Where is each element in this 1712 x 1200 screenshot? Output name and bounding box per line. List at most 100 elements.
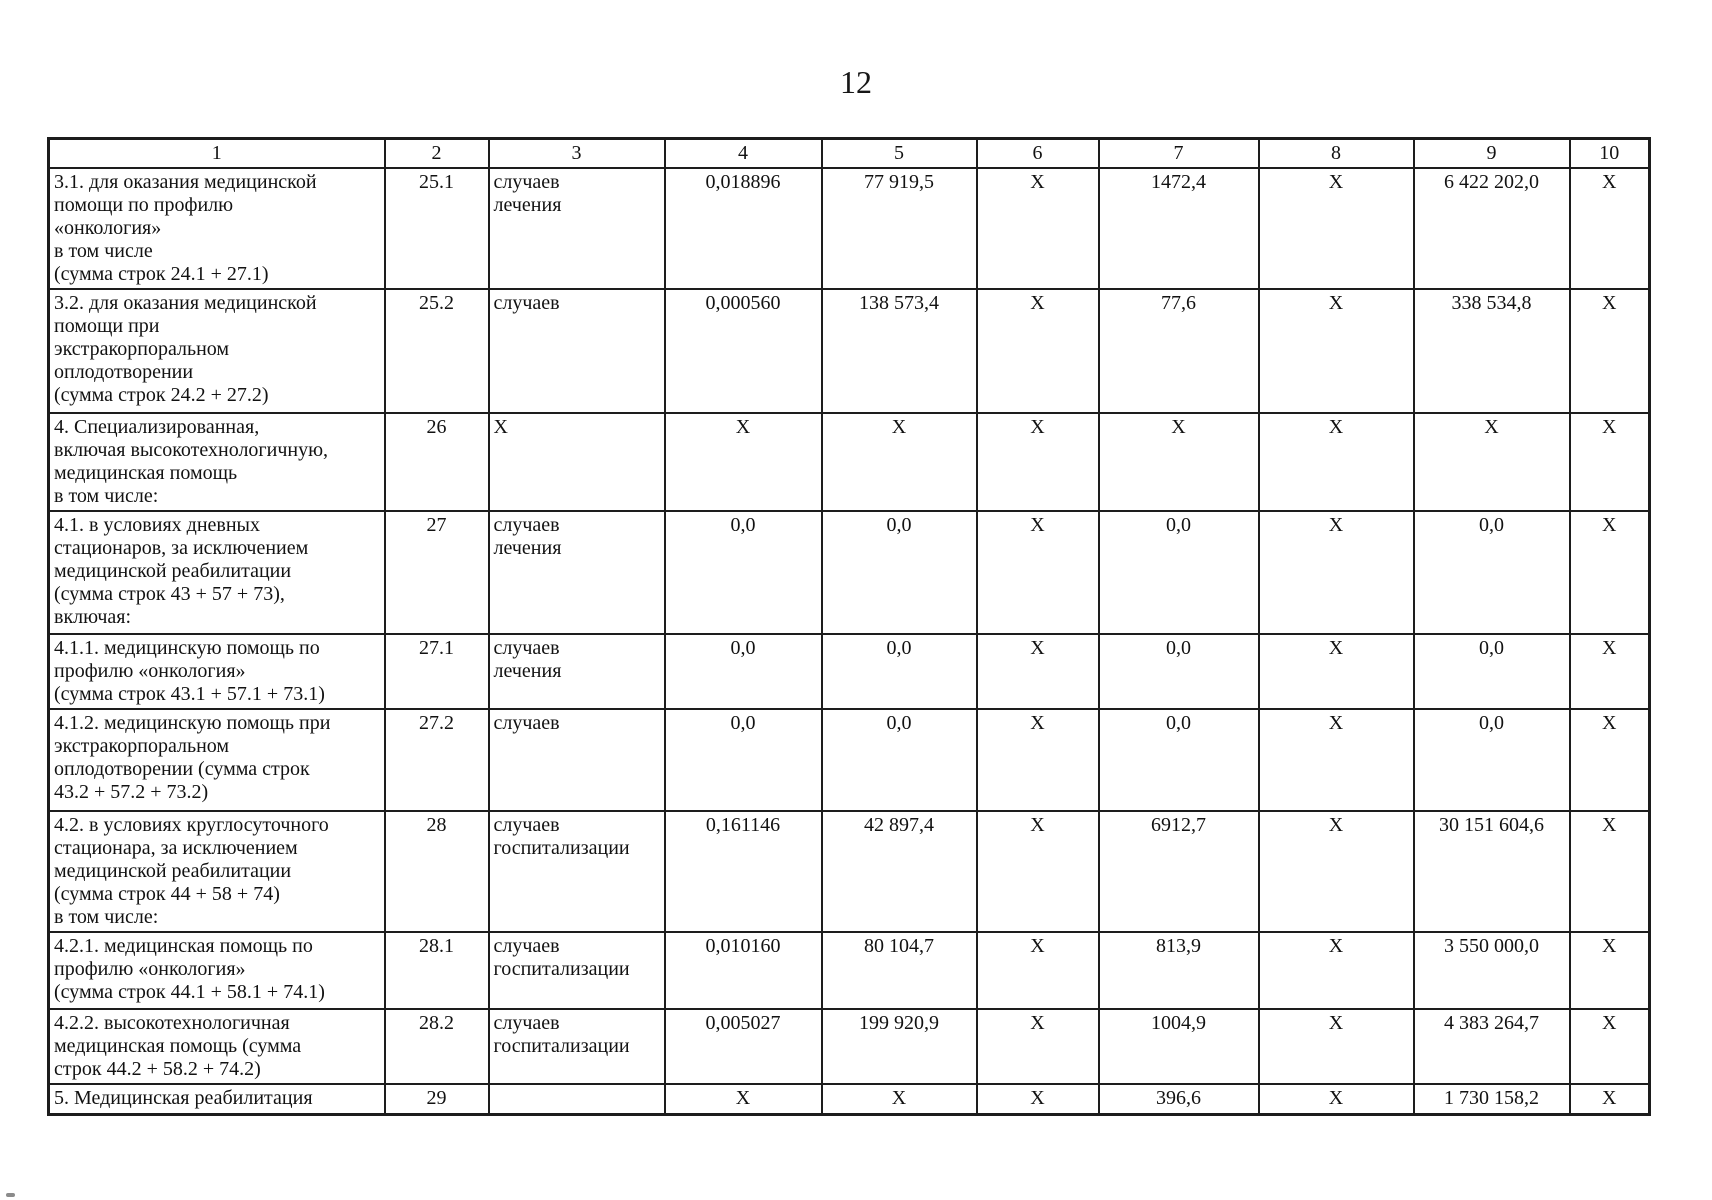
- column-number-header: 10: [1568, 137, 1651, 169]
- value-cell: 30 151 604,6: [1412, 810, 1571, 933]
- value-cell: X: [1257, 167, 1415, 290]
- table-row: 4.1. в условиях дневных стационаров, за …: [47, 510, 1651, 635]
- table-row: 4.1.1. медицинскую помощь по профилю «он…: [47, 633, 1651, 710]
- table-row: 3.2. для оказания медицинской помощи при…: [47, 288, 1651, 414]
- value-cell: X: [1257, 810, 1415, 933]
- line-number-cell: 26: [383, 412, 490, 512]
- column-number-header: 7: [1097, 137, 1260, 169]
- value-cell: X: [1257, 510, 1415, 635]
- value-cell: X: [1257, 931, 1415, 1010]
- column-number-header: 9: [1412, 137, 1571, 169]
- value-cell: X: [1568, 167, 1651, 290]
- page-number: 12: [840, 64, 872, 100]
- value-cell: 0,0: [820, 633, 978, 710]
- column-number-header: 5: [820, 137, 978, 169]
- value-cell: 42 897,4: [820, 810, 978, 933]
- indicator-name-cell: 3.2. для оказания медицинской помощи при…: [47, 288, 386, 414]
- value-cell: 0,0: [1097, 708, 1260, 812]
- value-cell: 0,000560: [663, 288, 823, 414]
- line-number-cell: 28.2: [383, 1008, 490, 1085]
- unit-cell: случаев лечения: [487, 510, 666, 635]
- value-cell: X: [975, 1083, 1100, 1115]
- value-cell: X: [1568, 1083, 1651, 1115]
- report-table: 1 2 3 4 5 6 7 8 9 10 3.1. для оказания м…: [47, 137, 1651, 1116]
- value-cell: 80 104,7: [820, 931, 978, 1010]
- unit-cell: [487, 1083, 666, 1115]
- indicator-name-cell: 5. Медицинская реабилитация: [47, 1083, 386, 1115]
- indicator-name-cell: 4.2.2. высокотехнологичная медицинская п…: [47, 1008, 386, 1085]
- value-cell: 0,0: [663, 708, 823, 812]
- value-cell: 6 422 202,0: [1412, 167, 1571, 290]
- value-cell: X: [1568, 708, 1651, 812]
- value-cell: X: [1257, 288, 1415, 414]
- value-cell: 0,018896: [663, 167, 823, 290]
- value-cell: X: [1257, 1083, 1415, 1115]
- unit-cell: случаев госпитализации: [487, 810, 666, 933]
- line-number-cell: 29: [383, 1083, 490, 1115]
- value-cell: X: [975, 708, 1100, 812]
- value-cell: 0,0: [1412, 708, 1571, 812]
- scan-artifact-dot: [6, 1193, 15, 1197]
- table-row: 3.1. для оказания медицинской помощи по …: [47, 167, 1651, 290]
- line-number-cell: 28.1: [383, 931, 490, 1010]
- value-cell: 0,0: [820, 510, 978, 635]
- value-cell: X: [1257, 633, 1415, 710]
- indicator-name-cell: 4.1. в условиях дневных стационаров, за …: [47, 510, 386, 635]
- value-cell: X: [820, 412, 978, 512]
- column-number-header: 6: [975, 137, 1100, 169]
- indicator-name-cell: 4.1.1. медицинскую помощь по профилю «он…: [47, 633, 386, 710]
- table-row: 4. Специализированная, включая высокотех…: [47, 412, 1651, 512]
- value-cell: X: [1568, 510, 1651, 635]
- value-cell: X: [975, 167, 1100, 290]
- column-number-header: 4: [663, 137, 823, 169]
- value-cell: X: [975, 931, 1100, 1010]
- indicator-name-cell: 3.1. для оказания медицинской помощи по …: [47, 167, 386, 290]
- value-cell: 77 919,5: [820, 167, 978, 290]
- value-cell: 0,005027: [663, 1008, 823, 1085]
- value-cell: X: [1257, 412, 1415, 512]
- value-cell: X: [975, 633, 1100, 710]
- unit-cell: случаев: [487, 708, 666, 812]
- value-cell: 138 573,4: [820, 288, 978, 414]
- column-number-header: 1: [47, 137, 386, 169]
- value-cell: 338 534,8: [1412, 288, 1571, 414]
- value-cell: 3 550 000,0: [1412, 931, 1571, 1010]
- value-cell: X: [1257, 708, 1415, 812]
- value-cell: 0,0: [1412, 510, 1571, 635]
- value-cell: 77,6: [1097, 288, 1260, 414]
- indicator-name-cell: 4.2. в условиях круглосуточного стациона…: [47, 810, 386, 933]
- value-cell: X: [975, 810, 1100, 933]
- value-cell: X: [663, 412, 823, 512]
- value-cell: X: [663, 1083, 823, 1115]
- table-row: 4.2.2. высокотехнологичная медицинская п…: [47, 1008, 1651, 1085]
- value-cell: 1004,9: [1097, 1008, 1260, 1085]
- indicator-name-cell: 4.2.1. медицинская помощь по профилю «он…: [47, 931, 386, 1010]
- value-cell: X: [1257, 1008, 1415, 1085]
- table-row: 5. Медицинская реабилитация 29 X X X 396…: [47, 1083, 1651, 1115]
- value-cell: 6912,7: [1097, 810, 1260, 933]
- value-cell: X: [1568, 931, 1651, 1010]
- value-cell: X: [820, 1083, 978, 1115]
- value-cell: 0,0: [663, 633, 823, 710]
- table-row: 4.2. в условиях круглосуточного стациона…: [47, 810, 1651, 933]
- value-cell: X: [1568, 412, 1651, 512]
- unit-cell: X: [487, 412, 666, 512]
- indicator-name-cell: 4. Специализированная, включая высокотех…: [47, 412, 386, 512]
- value-cell: 199 920,9: [820, 1008, 978, 1085]
- value-cell: X: [975, 288, 1100, 414]
- header-row: 1 2 3 4 5 6 7 8 9 10: [47, 137, 1651, 169]
- unit-cell: случаев лечения: [487, 167, 666, 290]
- value-cell: X: [1568, 633, 1651, 710]
- value-cell: X: [1412, 412, 1571, 512]
- value-cell: 0,0: [820, 708, 978, 812]
- value-cell: X: [1568, 288, 1651, 414]
- value-cell: X: [975, 510, 1100, 635]
- line-number-cell: 28: [383, 810, 490, 933]
- value-cell: 0,0: [1412, 633, 1571, 710]
- unit-cell: случаев: [487, 288, 666, 414]
- value-cell: 0,0: [1097, 510, 1260, 635]
- unit-cell: случаев госпитализации: [487, 1008, 666, 1085]
- table-row: 4.2.1. медицинская помощь по профилю «он…: [47, 931, 1651, 1010]
- value-cell: X: [975, 412, 1100, 512]
